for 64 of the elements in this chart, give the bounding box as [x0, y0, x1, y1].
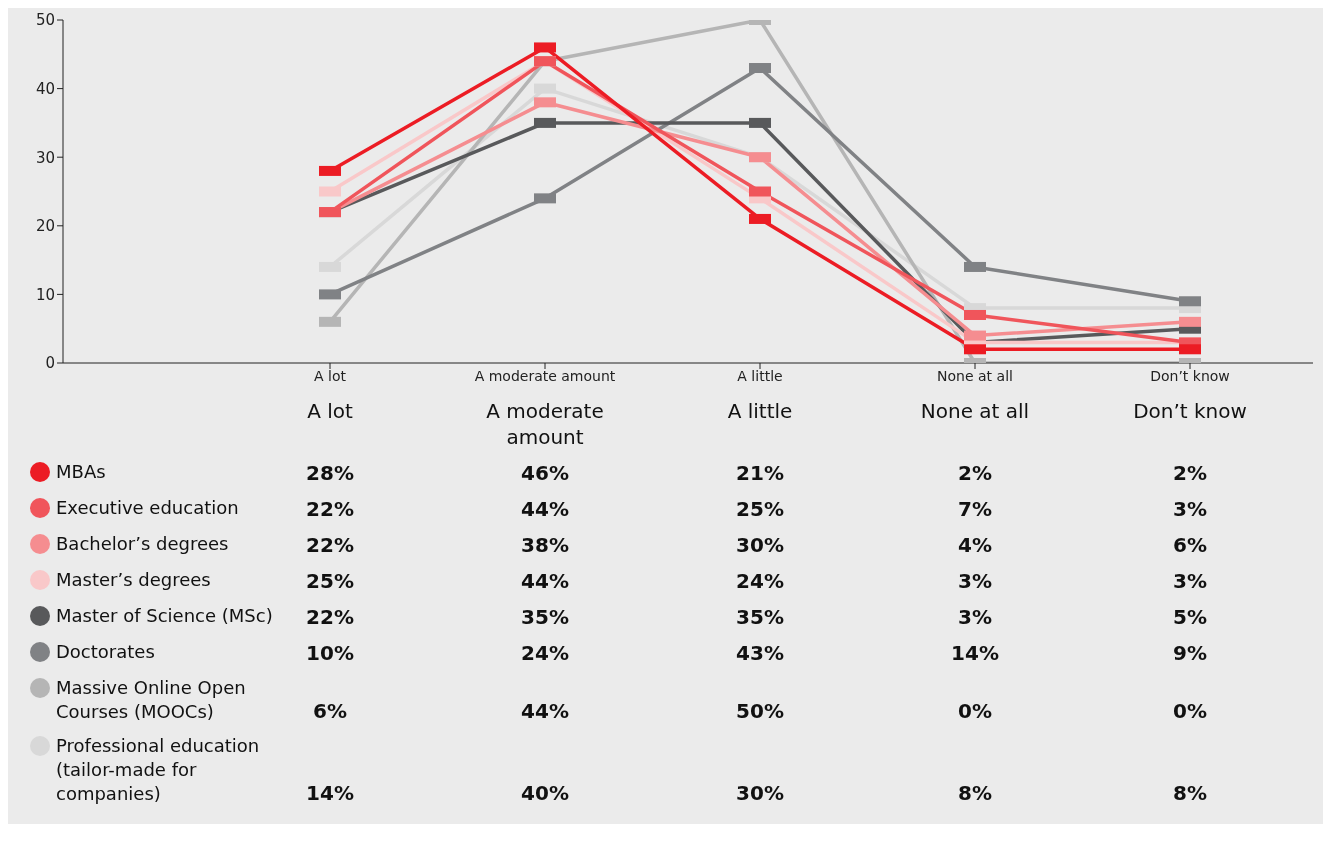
category-label: None at all — [920, 399, 1030, 423]
data-label: 8% — [1172, 780, 1208, 806]
data-label: 25% — [305, 568, 355, 594]
data-label: 44% — [520, 698, 570, 724]
category-label: A little — [727, 399, 793, 423]
data-label: 44% — [520, 496, 570, 522]
data-label: 3% — [957, 604, 993, 630]
data-label: 50% — [735, 698, 785, 724]
data-label: 2% — [1172, 460, 1208, 486]
data-label: 3% — [957, 568, 993, 594]
legend-label: Professional education (tailor-made for companies) — [56, 734, 261, 806]
data-label: 30% — [735, 532, 785, 558]
category-label: A lot — [307, 399, 353, 423]
data-label: 21% — [735, 460, 785, 486]
x-tick-label: A moderate amount — [474, 367, 616, 384]
x-tick-label: None at all — [937, 367, 1013, 384]
legend-label: Executive education — [56, 496, 239, 520]
data-label: 28% — [305, 460, 355, 486]
y-tick-label: 30 — [35, 148, 55, 167]
data-label: 43% — [735, 640, 785, 666]
legend-label: Massive Online Open Courses (MOOCs) — [56, 676, 247, 724]
data-label: 22% — [305, 604, 355, 630]
y-tick-label: 40 — [35, 79, 55, 98]
data-label: 6% — [1172, 532, 1208, 558]
data-label: 4% — [957, 532, 993, 558]
y-tick-label: 0 — [45, 354, 55, 373]
y-tick-label: 20 — [35, 217, 55, 236]
legend-label: Master of Science (MSc) — [56, 604, 273, 628]
data-label: 30% — [735, 780, 785, 806]
data-label: 38% — [520, 532, 570, 558]
data-label: 25% — [735, 496, 785, 522]
data-label: 3% — [1172, 496, 1208, 522]
x-tick-label: A little — [737, 367, 783, 384]
data-label: 14% — [305, 780, 355, 806]
x-tick-label: A lot — [314, 367, 347, 384]
data-label: 24% — [735, 568, 785, 594]
data-label: 35% — [520, 604, 570, 630]
data-label: 44% — [520, 568, 570, 594]
category-label: Don’t know — [1133, 399, 1247, 423]
legend-label: Master’s degrees — [56, 568, 211, 592]
data-label: 22% — [305, 496, 355, 522]
data-label: 14% — [950, 640, 1000, 666]
data-label: 5% — [1172, 604, 1208, 630]
data-label: 46% — [520, 460, 570, 486]
data-label: 10% — [305, 640, 355, 666]
data-label: 7% — [957, 496, 993, 522]
category-label: A moderate amount — [486, 399, 604, 449]
data-label: 0% — [957, 698, 993, 724]
data-label: 40% — [520, 780, 570, 806]
data-label: 6% — [312, 698, 348, 724]
data-label: 8% — [957, 780, 993, 806]
y-tick-label: 10 — [35, 285, 55, 304]
legend-label: Bachelor’s degrees — [56, 532, 229, 556]
legend-label: Doctorates — [56, 640, 155, 664]
legend-label: MBAs — [56, 460, 106, 484]
data-label: 9% — [1172, 640, 1208, 666]
data-label: 0% — [1172, 698, 1208, 724]
data-label: 22% — [305, 532, 355, 558]
data-label: 35% — [735, 604, 785, 630]
y-tick-label: 50 — [35, 11, 55, 30]
data-label: 2% — [957, 460, 993, 486]
data-label: 24% — [520, 640, 570, 666]
x-tick-label: Don’t know — [1150, 367, 1230, 384]
data-label: 3% — [1172, 568, 1208, 594]
